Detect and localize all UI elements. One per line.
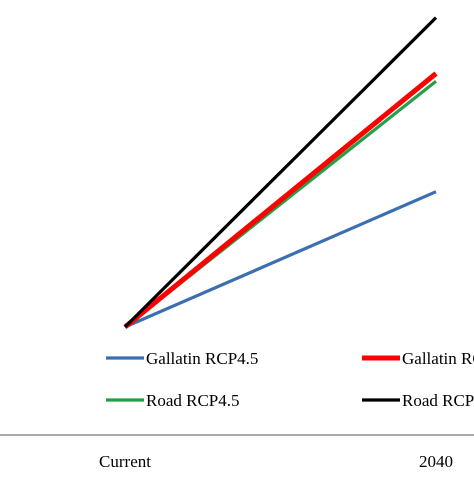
x-tick-label-current: Current (99, 452, 151, 471)
series-line-road-rcp8-5 (123, 16, 438, 329)
legend-label-road-rcp4-5: Road RCP4.5 (146, 391, 240, 410)
legend-label-gallatin-rcp8-5: Gallatin RCP8.5 (402, 349, 474, 368)
x-tick-label-2040: 2040 (419, 452, 453, 471)
series-layer (123, 16, 438, 329)
series-line-gallatin-rcp4-5 (124, 190, 437, 329)
legend: Gallatin RCP4.5 Gallatin RCP8.5 Road RCP4.… (106, 349, 474, 410)
series-line-gallatin-rcp8-5 (123, 71, 438, 329)
x-axis-ticks: Current 2040 (99, 452, 453, 471)
legend-label-road-rcp8-5: Road RCP8.5 (402, 391, 474, 410)
legend-label-gallatin-rcp4-5: Gallatin RCP4.5 (146, 349, 258, 368)
